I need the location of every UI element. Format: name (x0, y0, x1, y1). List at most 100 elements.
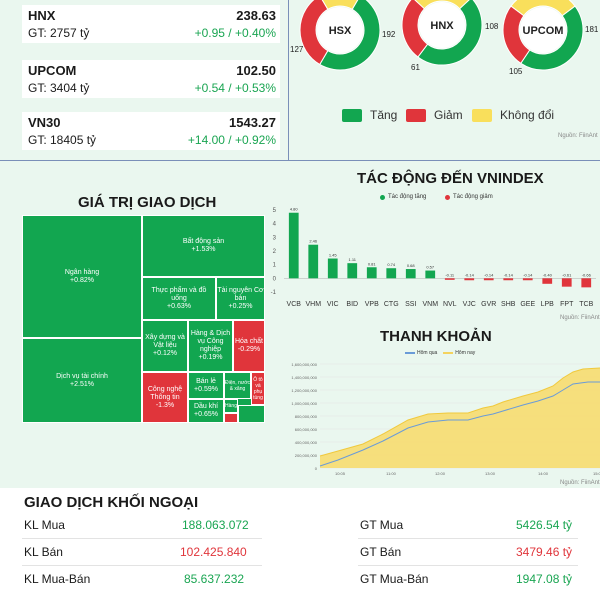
x-tick-label: 12:00 (435, 471, 446, 476)
cell-value: +0.19% (198, 354, 223, 361)
bar-value-label: -0.66 (582, 272, 592, 277)
bar-value-label: 1.11 (349, 257, 357, 262)
legend-label: Hôm qua (417, 350, 438, 356)
y-tick-label: -1 (271, 290, 277, 296)
source-note: Nguồn: FiinAnt (558, 133, 598, 139)
foreign-right-label: GT Mua (360, 518, 404, 532)
row-divider (22, 538, 262, 539)
treemap-cell-oil-gas[interactable]: Dầu khí +0.65% (188, 399, 224, 423)
x-tick-label: CTG (384, 301, 399, 308)
x-tick-label: TCB (579, 301, 593, 308)
cell-value: +2.51% (70, 380, 94, 388)
cell-label: Hóa chất (234, 338, 264, 345)
impact-bar (561, 278, 572, 287)
index-trade-value: GT: 3404 tỷ (28, 81, 90, 95)
treemap-cell-construction[interactable]: Xây dựng và Vật liệu +0.12% (142, 320, 188, 372)
treemap-cell-industrial-services[interactable]: Hàng & Dịch vụ Công nghiệp +0.19% (188, 320, 233, 372)
impact-bar-chart: 5 4 3 2 1 0 -1 4.80 VCB 2.46 VHM 1.45 VIC 1.11 BID 0.81… (271, 207, 596, 308)
x-tick-label: GVR (481, 301, 496, 308)
cell-label: Dịch vụ tài chính (56, 372, 108, 380)
series-line-yesterday (319, 381, 600, 467)
cell-label: Hàng & Dịch vụ Công nghiệp (190, 330, 231, 353)
donut-label-hnx-up: 108 (485, 22, 499, 31)
cell-label: Bán lẻ (196, 377, 216, 385)
y-tick-label: 200,000,000 (295, 453, 318, 458)
treemap-cell-basic-resources[interactable]: Tài nguyên Cơ bản +0.25% (216, 277, 265, 320)
y-tick-label: 1,000,000,000 (291, 401, 317, 406)
legend-label: Tác động tăng (388, 194, 427, 200)
liquidity-legend: Hôm qua Hôm nay (405, 350, 475, 356)
treemap-cell-small-red[interactable] (224, 413, 238, 423)
index-change: +14.00 / +0.92% (187, 133, 276, 147)
foreign-right-label: GT Bán (360, 545, 402, 559)
treemap-cell-automobiles[interactable]: Ô tô và phụ tùng (251, 372, 265, 405)
donut-label-hsx-up: 192 (382, 30, 396, 39)
row-divider (22, 565, 262, 566)
x-tick-label: SHB (501, 301, 516, 308)
cell-value: +0.82% (70, 276, 94, 284)
index-name: UPCOM (28, 63, 77, 78)
x-tick-label: GEE (520, 301, 535, 308)
foreign-left-label: KL Mua (24, 518, 65, 532)
y-tick-label: 1 (273, 263, 277, 269)
treemap-cell-goods[interactable]: Hàng (224, 399, 238, 413)
impact-bar (483, 278, 494, 281)
impact-bar (444, 278, 455, 280)
cell-label: Bất động sản (182, 238, 225, 245)
bar-value-label: -0.14 (504, 272, 514, 277)
bar-value-label: 1.45 (329, 253, 338, 258)
cell-label: Tài nguyên Cơ bản (217, 286, 264, 302)
y-tick-label: 3 (273, 235, 277, 241)
index-change: +0.95 / +0.40% (194, 26, 276, 40)
y-tick-label: 0 (273, 276, 277, 282)
foreign-left-label: KL Bán (24, 545, 63, 559)
x-tick-label: SSI (405, 301, 416, 308)
donut-center-label: HSX (329, 25, 352, 37)
donut-label-upcom-down: 105 (509, 67, 523, 76)
donut-slice-down (401, 0, 429, 58)
treemap-cell-utilities[interactable]: Điện, nước & xăng (224, 372, 251, 399)
impact-bar (405, 269, 416, 279)
impact-bar (288, 212, 299, 279)
treemap-cell-food-beverage[interactable]: Thực phẩm và đồ uống +0.63% (142, 277, 216, 320)
foreign-trading-panel: GIAO DỊCH KHỐI NGOẠI KL Mua 188.063.072 … (0, 488, 600, 600)
impact-legend-down: Tác động giảm (445, 194, 493, 200)
cell-value: +1.53% (191, 246, 216, 253)
index-card-hnx: HNX 238.63 GT: 2757 tỷ +0.95 / +0.40% (22, 5, 280, 43)
foreign-right-value: 3479.46 tỷ (516, 545, 573, 559)
impact-bar (425, 270, 436, 279)
impact-bar (522, 278, 533, 281)
donut-slice-down (299, 0, 329, 66)
x-tick-label: VIC (327, 301, 339, 308)
liquidity-area-chart: 1,600,000,000 1,400,000,000 1,200,000,000 1… (291, 362, 600, 476)
legend-label: Tác động giảm (453, 194, 493, 200)
treemap-cell-financial-services[interactable]: Dịch vụ tài chính +2.51% (22, 338, 142, 423)
y-tick-label: 800,000,000 (295, 414, 318, 419)
x-tick-label: 10:05 (335, 471, 346, 476)
index-trade-value: GT: 18405 tỷ (28, 133, 97, 147)
legend-line (405, 352, 415, 354)
series-area-today (320, 368, 600, 468)
foreign-right-label: GT Mua-Bán (360, 572, 429, 586)
donut-center-label: UPCOM (523, 25, 564, 37)
treemap-cell-retail[interactable]: Bán lẻ +0.59% (188, 372, 224, 399)
treemap-cell-small[interactable] (238, 405, 265, 423)
impact-bar (386, 268, 397, 279)
treemap-cell-banking[interactable]: Ngân hàng +0.82% (22, 215, 142, 338)
row-divider (358, 538, 578, 539)
treemap-cell-information-technology[interactable]: Công nghệ Thông tin -1.3% (142, 372, 188, 423)
cell-value: -1.3% (155, 401, 175, 409)
treemap-cell-real-estate[interactable]: Bất động sản +1.53% (142, 215, 265, 277)
x-tick-label: VJC (463, 301, 476, 308)
impact-bar (327, 258, 338, 279)
impact-bar (464, 278, 475, 281)
bar-value-label: 0.74 (387, 262, 396, 267)
donut-slice-same (414, 0, 470, 10)
cell-value: +0.25% (228, 302, 253, 310)
treemap-cell-chemicals[interactable]: Hóa chất -0.29% (233, 320, 265, 372)
impact-bar (308, 244, 319, 279)
legend-swatch (342, 108, 362, 122)
legend-label: Không đổi (500, 108, 555, 122)
cell-label: Công nghệ Thông tin (147, 385, 183, 401)
y-tick-label: 2 (273, 249, 277, 255)
